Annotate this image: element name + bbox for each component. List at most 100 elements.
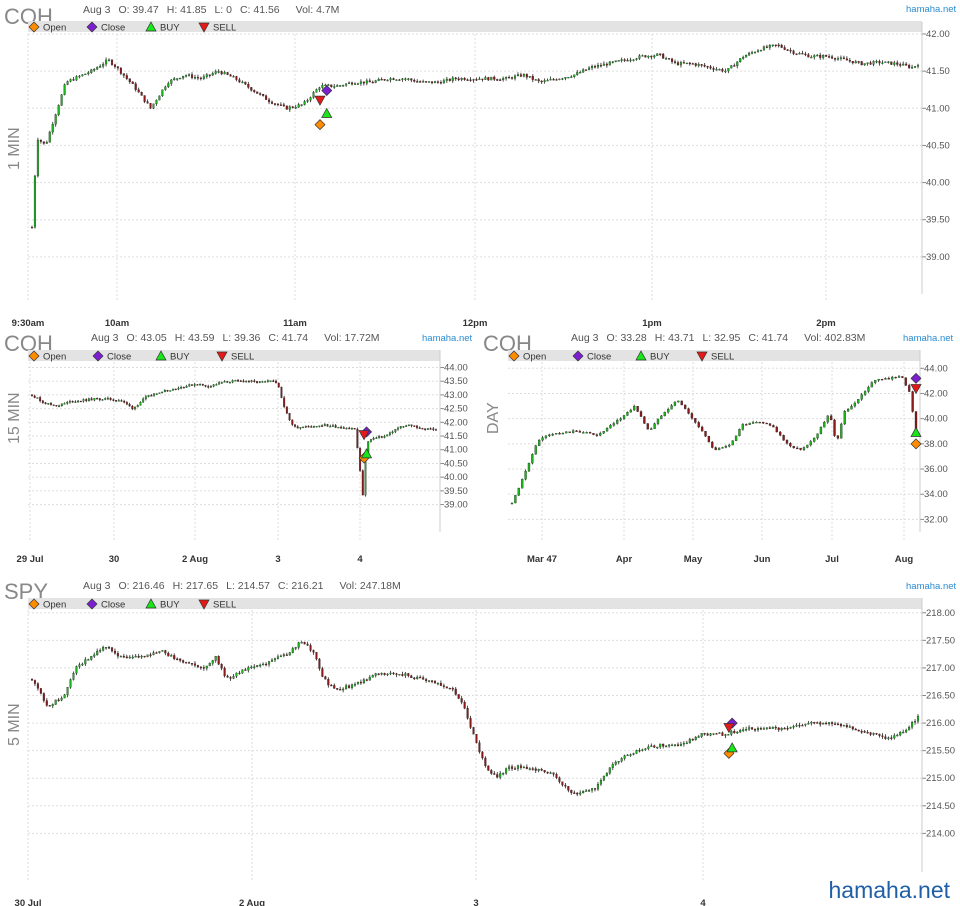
candle-body [475, 734, 478, 743]
candle-body [739, 730, 742, 733]
candle [893, 733, 896, 740]
candle-body [819, 722, 822, 725]
candle [745, 423, 748, 426]
candle [324, 675, 327, 680]
candle [728, 443, 731, 448]
candle-body [428, 680, 431, 682]
candle-body [552, 772, 555, 775]
candle-body [377, 673, 380, 675]
candle-body [789, 443, 792, 447]
candle [756, 49, 760, 53]
candle-body [276, 103, 279, 106]
candle-body [196, 384, 199, 386]
candle [262, 93, 265, 97]
chart-panel-coh-15min: COH Aug 3 O: 43.05 H: 43.59 L: 39.36 C: 41.7… [0, 328, 480, 573]
candle [709, 64, 712, 70]
candle [36, 397, 39, 399]
brand-link[interactable]: hamaha.net [903, 333, 954, 344]
candle [733, 729, 736, 734]
candle-body [905, 729, 908, 733]
candle [193, 74, 197, 80]
y-tick-label: 39.00 [444, 500, 468, 511]
candle [445, 76, 448, 83]
candle-body [839, 723, 842, 727]
brand-link[interactable]: hamaha.net [906, 581, 957, 592]
candle-body [626, 412, 629, 416]
candle-body [496, 79, 499, 81]
candle [836, 435, 840, 440]
ohlc-low: L: 0 [214, 4, 232, 16]
legend-sell-label: SELL [711, 352, 734, 363]
candle [857, 729, 860, 732]
candle [401, 78, 404, 82]
candle [816, 433, 819, 440]
candle-body [176, 658, 179, 661]
candle [279, 654, 282, 658]
brand-link[interactable]: hamaha.net [422, 333, 473, 344]
candle-body [745, 729, 748, 731]
candle [253, 379, 256, 383]
candle-body [164, 86, 167, 90]
candle [442, 683, 445, 689]
candle [134, 406, 136, 411]
candle-body [294, 647, 297, 649]
candle [433, 680, 437, 684]
candle-body [897, 376, 901, 378]
candle [564, 783, 567, 789]
candle-body [229, 74, 232, 77]
candle-body [617, 760, 620, 763]
candle-body [565, 431, 568, 434]
candle-body [371, 675, 374, 678]
candle [617, 60, 620, 62]
candle [356, 681, 359, 685]
candle [425, 678, 428, 683]
candle [908, 383, 911, 393]
candle [807, 720, 810, 725]
candle-body [71, 401, 74, 403]
candle [72, 671, 75, 681]
candle-body [802, 447, 806, 450]
candle-body [402, 426, 405, 428]
brand-watermark[interactable]: hamaha.net [828, 877, 950, 903]
candle [380, 436, 383, 439]
candle-body [673, 61, 677, 63]
candle [212, 384, 215, 388]
candle-body [812, 437, 816, 442]
candle-body [448, 687, 451, 690]
candle [342, 426, 345, 429]
candle-body [296, 426, 299, 429]
candle-body [226, 675, 229, 678]
candle [641, 748, 644, 752]
candle-body [204, 384, 207, 387]
candle [727, 733, 730, 736]
candle [656, 746, 659, 750]
candle-body [730, 65, 733, 69]
candle-body [700, 733, 703, 737]
candle-body [180, 387, 183, 389]
legend-sell-label: SELL [231, 352, 254, 363]
candle-body [887, 737, 890, 739]
candle-body [540, 769, 543, 771]
brand-link[interactable]: hamaha.net [906, 4, 957, 15]
candle [633, 404, 636, 411]
candle [881, 733, 884, 740]
legend-bar [508, 350, 920, 361]
candle-body [239, 380, 242, 382]
candle-body [48, 131, 51, 143]
candle [783, 727, 786, 730]
candle-body [45, 700, 48, 706]
candle [333, 683, 336, 689]
candle-body [350, 684, 354, 688]
candle [867, 385, 870, 393]
candle [866, 729, 869, 734]
candle-body [567, 76, 570, 79]
candle [348, 426, 351, 430]
candle-body [528, 76, 531, 78]
y-tick-label: 40.00 [924, 414, 948, 425]
candle [54, 113, 57, 127]
candle [561, 77, 564, 81]
candle-body [136, 405, 139, 408]
candle-body [860, 731, 863, 733]
legend-buy-icon [155, 350, 167, 361]
candle-body [831, 722, 834, 724]
